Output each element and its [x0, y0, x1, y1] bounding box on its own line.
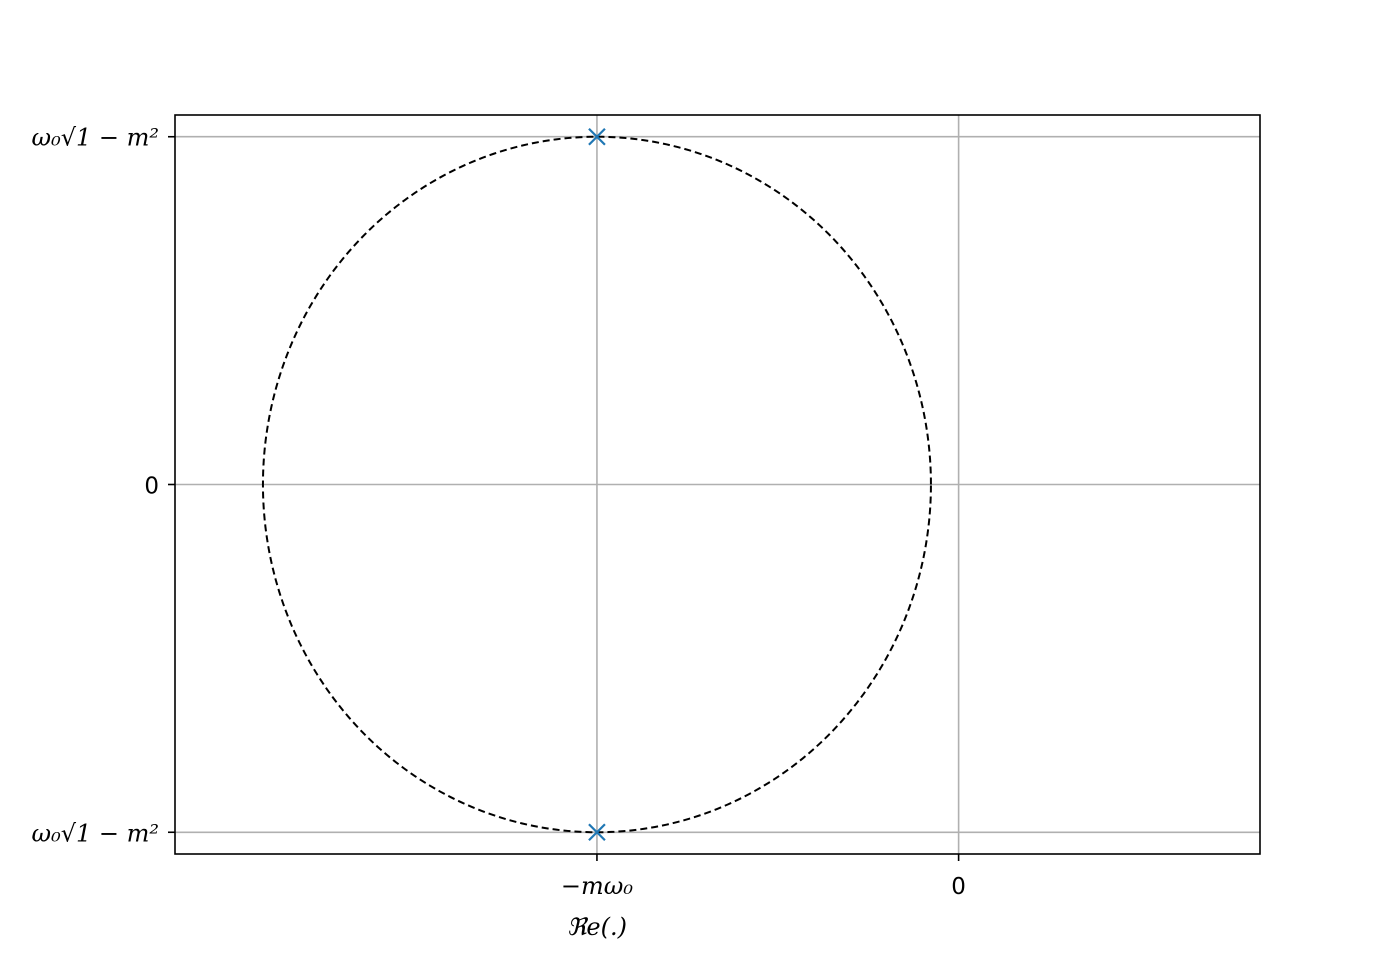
pole-marker: [588, 823, 606, 842]
pole-marker: [588, 127, 606, 146]
grid-lines: [175, 115, 1260, 854]
y-tick-label: ω₀√1 − m²: [32, 819, 160, 847]
x-tick-label: −mω₀: [561, 872, 633, 900]
x-tick-label: 0: [951, 874, 966, 900]
y-tick-label: ω₀√1 − m²: [32, 124, 160, 152]
x-ticks: −mω₀ 0: [561, 854, 966, 900]
pole-markers: [588, 127, 606, 842]
y-tick-label: 0: [144, 474, 159, 500]
unit-circle: [261, 135, 932, 834]
y-ticks: ω₀√1 − m² 0 ω₀√1 − m²: [32, 124, 175, 847]
x-axis-label: ℜe(.): [567, 913, 627, 941]
